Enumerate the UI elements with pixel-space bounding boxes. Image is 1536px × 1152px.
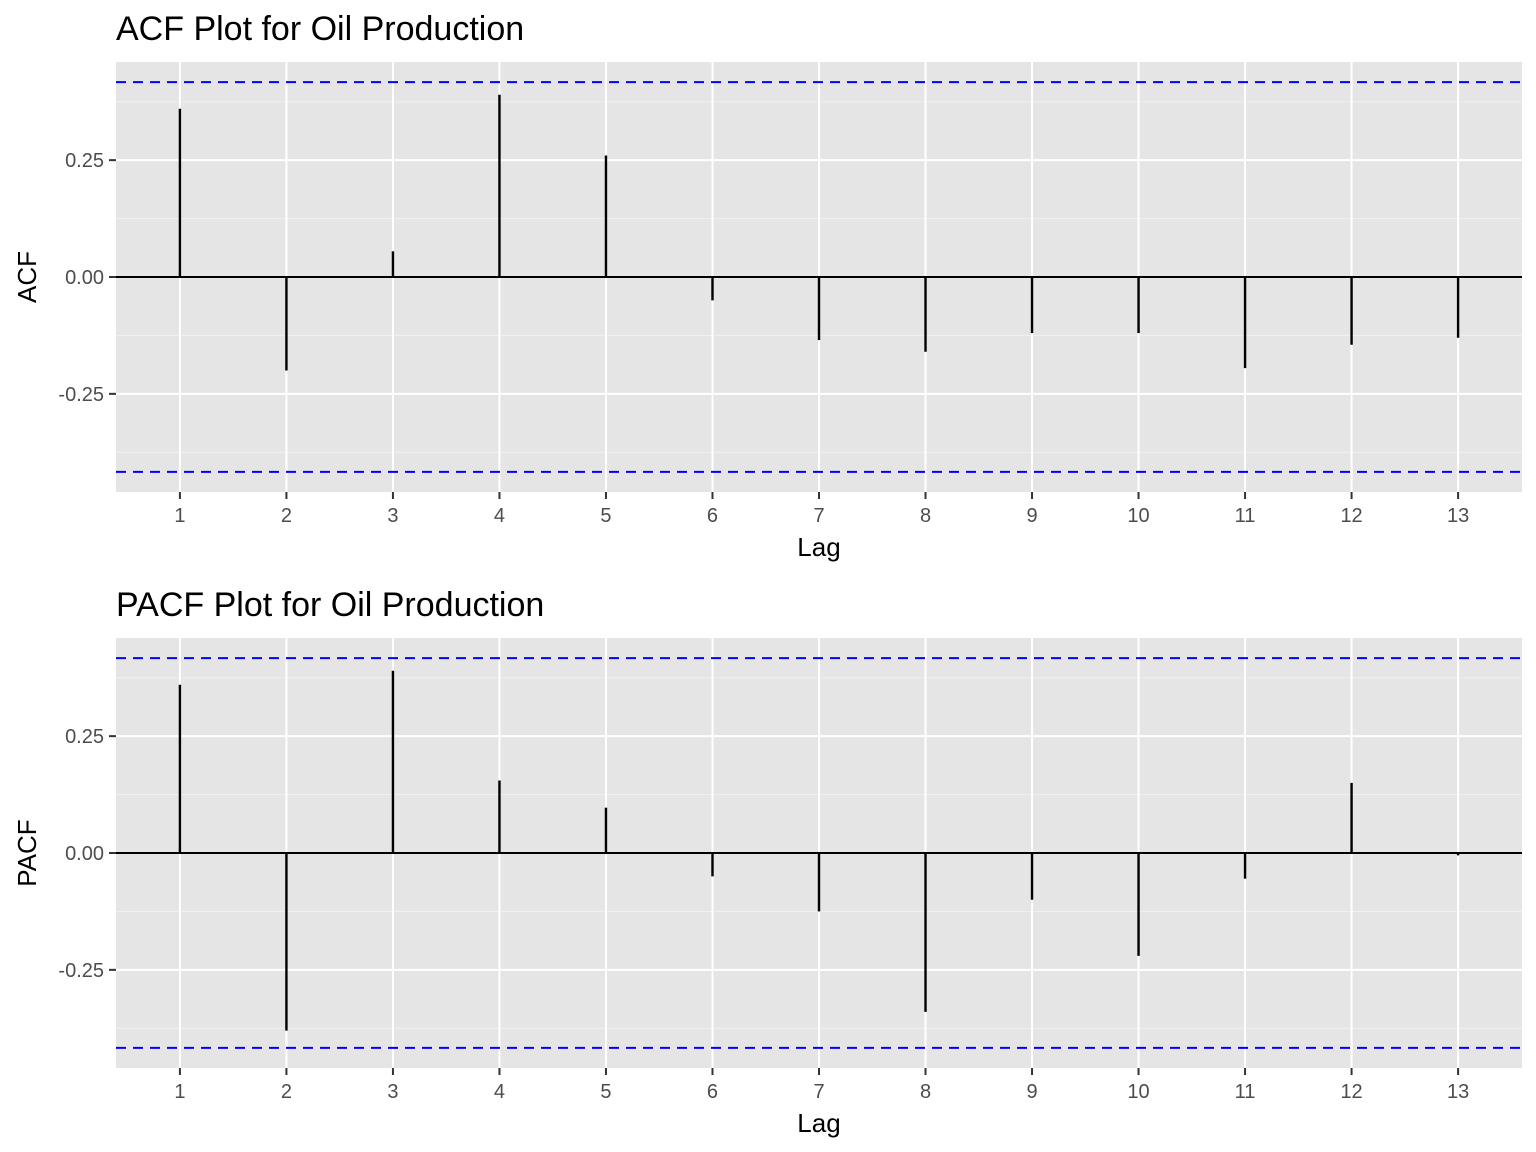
pacf-chart-title: PACF Plot for Oil Production [116,586,544,624]
acf-x-tick-label: 1 [174,505,185,527]
pacf-y-tick-label: 0.00 [65,843,104,865]
acf-x-tick-label: 6 [707,505,718,527]
pacf-x-tick-label: 7 [813,1081,824,1103]
pacf-x-tick-label: 4 [494,1081,505,1103]
pacf-y-tick-label: -0.25 [58,960,104,982]
acf-x-tick-label: 10 [1127,505,1149,527]
acf-x-tick-label: 7 [813,505,824,527]
acf-x-axis-title: Lag [797,532,840,562]
pacf-x-tick-label: 3 [387,1081,398,1103]
acf-y-tick-label: -0.25 [58,384,104,406]
pacf-x-tick-label: 2 [281,1081,292,1103]
pacf-x-tick-label: 13 [1447,1081,1469,1103]
pacf-x-tick-label: 6 [707,1081,718,1103]
pacf-x-tick-label: 11 [1235,1081,1256,1103]
pacf-x-tick-label: 9 [1026,1081,1037,1103]
acf-y-tick-label: 0.00 [65,267,104,289]
acf-x-tick-label: 13 [1447,505,1469,527]
pacf-y-axis-title: PACF [12,819,42,886]
acf-chart-title: ACF Plot for Oil Production [116,10,524,48]
acf-x-tick-label: 4 [494,505,505,527]
pacf-x-tick-label: 5 [600,1081,611,1103]
acf-x-tick-label: 9 [1026,505,1037,527]
pacf-x-axis-title: Lag [797,1108,840,1138]
acf-x-tick-label: 2 [281,505,292,527]
acf-y-tick-label: 0.25 [65,150,104,172]
acf-x-tick-label: 11 [1235,505,1256,527]
pacf-y-tick-label: 0.25 [65,726,104,748]
acf-x-tick-label: 5 [600,505,611,527]
acf-x-tick-label: 3 [387,505,398,527]
pacf-x-tick-label: 8 [920,1081,931,1103]
pacf-x-tick-label: 10 [1127,1081,1149,1103]
acf-x-tick-label: 12 [1340,505,1362,527]
acf-x-tick-label: 8 [920,505,931,527]
pacf-x-tick-label: 1 [174,1081,185,1103]
acf-y-axis-title: ACF [12,251,42,303]
pacf-x-tick-label: 12 [1340,1081,1362,1103]
